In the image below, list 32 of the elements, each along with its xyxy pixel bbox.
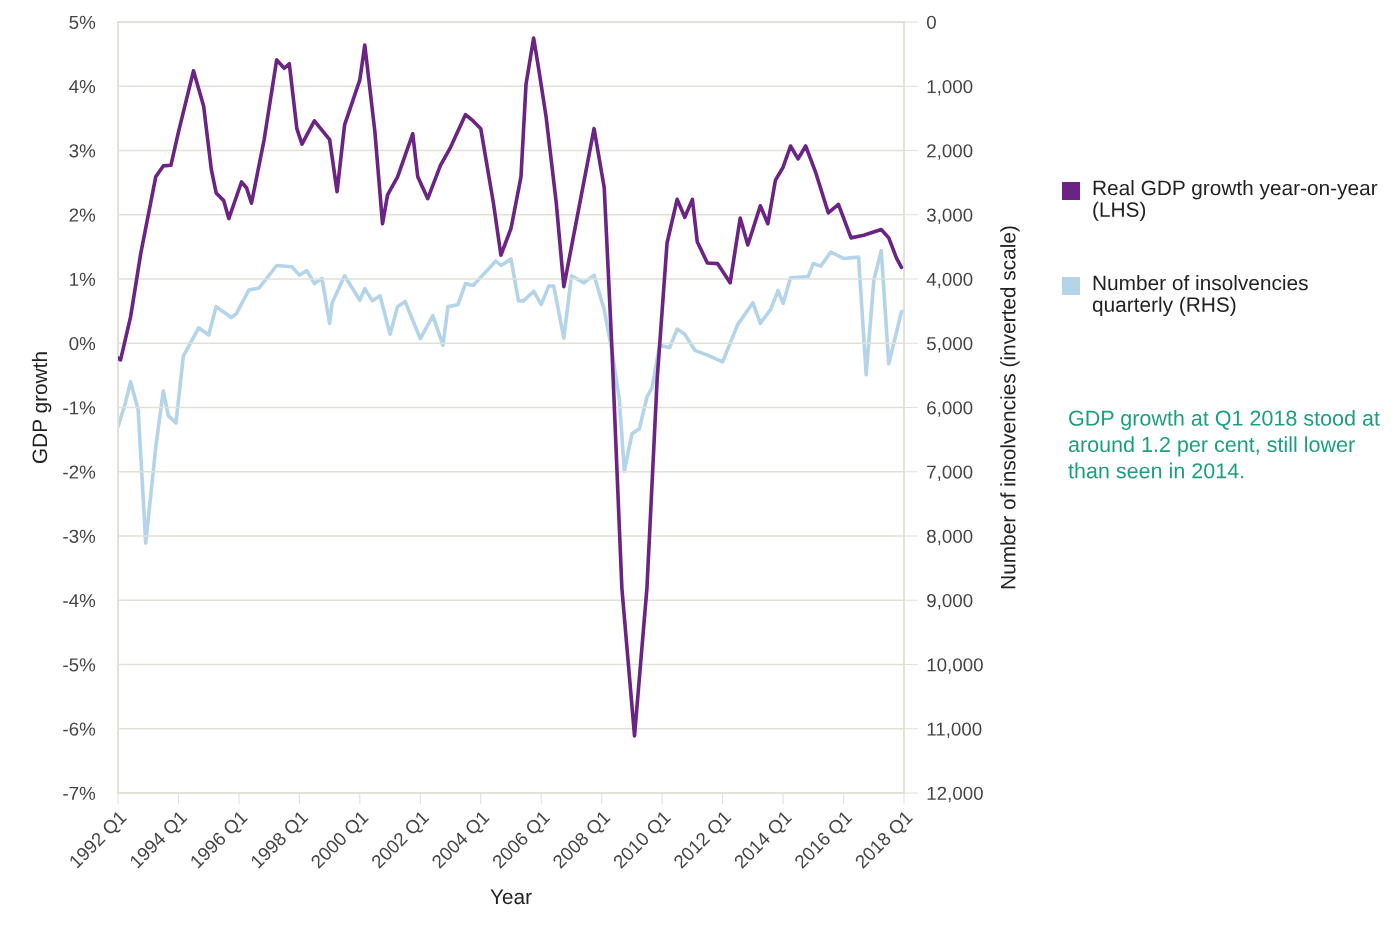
y-tick-label: 2% (69, 208, 96, 222)
text: GDP growth at Q1 2018 stood at around 1.2 per cent, still lower than seen in 2014. (1068, 410, 1380, 479)
y-tick-label: 3% (69, 144, 96, 158)
y-tick-label: -1% (63, 401, 96, 415)
y2-tick-label: 2,000 (927, 144, 973, 160)
y2-tick-label: 6,000 (927, 401, 973, 417)
y-tick-label: 1% (70, 272, 96, 286)
y2-tick-label: 1,000 (927, 79, 973, 96)
x-axis-title: Year (490, 889, 532, 905)
y-tick-label: 5% (69, 15, 96, 29)
y-axis-title: GDP growth (31, 352, 52, 463)
y2-tick-label: 3,000 (926, 208, 973, 224)
y2-tick-label: 4,000 (926, 272, 973, 289)
y-tick-label: -3% (63, 529, 96, 543)
y-tick-label: -5% (63, 658, 96, 672)
y2-tick-label: 10,000 (927, 658, 983, 674)
y2-tick-label: 0 (926, 15, 936, 29)
y-tick-label: -6% (63, 722, 96, 736)
y-tick-label: 0% (69, 336, 96, 351)
y2-tick-label: 11,000 (927, 722, 982, 738)
y2-tick-label: 7,000 (927, 465, 973, 481)
y-tick-label: -2% (63, 465, 96, 479)
legend-label: Real GDP growth year-on-year (LHS) (1093, 180, 1378, 222)
y2-tick-label: 5,000 (926, 336, 973, 353)
y2-axis-title: Number of insolvencies (inverted scale) (1000, 226, 1020, 589)
y-tick-label: -7% (63, 786, 96, 800)
legend-label: Number of insolvencies quarterly (RHS) (1092, 275, 1308, 317)
y2-tick-label: 12,000 (927, 786, 983, 803)
y-tick-label: 4% (69, 80, 96, 94)
y-tick-label: -4% (63, 594, 96, 608)
y2-tick-label: 9,000 (927, 593, 973, 610)
y2-tick-label: 8,000 (927, 529, 973, 546)
